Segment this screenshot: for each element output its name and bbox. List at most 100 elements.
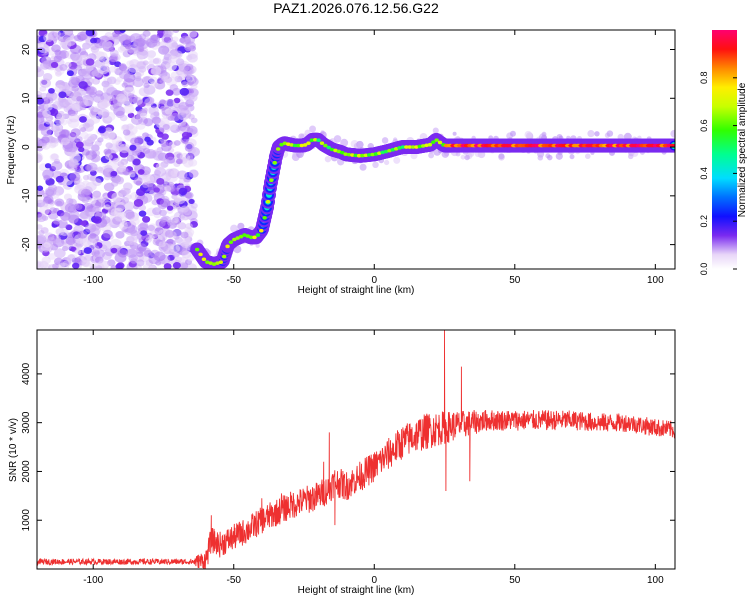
noise-speck bbox=[41, 56, 52, 65]
noise-speck bbox=[91, 70, 100, 77]
signal-core bbox=[319, 141, 325, 145]
noise-speck bbox=[115, 231, 125, 239]
signal-halo bbox=[393, 137, 398, 142]
noise-speck bbox=[161, 133, 169, 140]
noise-speck bbox=[148, 76, 158, 85]
noise-speck bbox=[74, 249, 82, 255]
noise-speck bbox=[125, 235, 138, 245]
snr-axes: -100 -50 0 50 100 1000 2000 3000 4000 bbox=[21, 330, 675, 586]
signal-core bbox=[669, 143, 675, 148]
noise-speck bbox=[152, 207, 162, 216]
signal-core bbox=[198, 252, 203, 257]
signal-halo bbox=[205, 271, 213, 279]
noise-speck bbox=[126, 155, 135, 162]
noise-speck bbox=[182, 138, 189, 144]
noise-speck bbox=[92, 193, 101, 200]
noise-speck bbox=[71, 103, 81, 112]
noise-speck bbox=[187, 53, 198, 63]
noise-speck bbox=[76, 31, 88, 41]
signal-core bbox=[245, 234, 250, 238]
noise-speck bbox=[100, 131, 110, 139]
y-tick-label: 4000 bbox=[21, 362, 32, 385]
signal-core bbox=[269, 178, 274, 183]
signal-core bbox=[279, 142, 284, 147]
x-tick-label: -100 bbox=[83, 275, 103, 286]
signal-core bbox=[431, 140, 436, 144]
noise-speck bbox=[117, 111, 124, 117]
noise-speck bbox=[40, 127, 52, 137]
noise-speck bbox=[52, 263, 59, 269]
signal-core bbox=[363, 153, 369, 158]
noise-speck bbox=[86, 162, 98, 172]
signal-core bbox=[404, 145, 409, 149]
noise-speck bbox=[180, 205, 189, 213]
signal-core bbox=[377, 151, 382, 155]
noise-speck bbox=[105, 153, 113, 160]
signal-core bbox=[417, 144, 422, 149]
noise-speck bbox=[153, 187, 160, 193]
signal-core bbox=[410, 145, 416, 149]
signal-core bbox=[393, 146, 399, 151]
noise-speck bbox=[115, 263, 124, 269]
signal-halo bbox=[524, 130, 533, 139]
noise-speck bbox=[55, 175, 64, 183]
noise-speck bbox=[60, 211, 71, 221]
noise-speck bbox=[135, 188, 146, 196]
noise-speck bbox=[57, 98, 70, 109]
noise-speck bbox=[51, 161, 63, 171]
x-tick-label: 100 bbox=[647, 575, 664, 586]
signal-core bbox=[343, 152, 348, 156]
noise-speck bbox=[99, 239, 112, 250]
signal-core bbox=[350, 153, 355, 157]
noise-speck bbox=[55, 71, 62, 77]
noise-speck bbox=[91, 78, 99, 85]
noise-speck bbox=[104, 164, 113, 172]
signal-halo bbox=[340, 138, 349, 147]
noise-speck bbox=[132, 77, 144, 88]
signal-core bbox=[323, 143, 328, 148]
noise-speck bbox=[85, 208, 96, 217]
y-tick-label: 1000 bbox=[21, 509, 32, 532]
noise-speck bbox=[185, 191, 194, 199]
noise-speck bbox=[119, 30, 126, 33]
noise-speck bbox=[82, 122, 90, 129]
noise-speck bbox=[153, 251, 166, 262]
signal-core bbox=[340, 150, 345, 155]
signal-core bbox=[329, 147, 335, 152]
signal-core bbox=[242, 233, 247, 237]
noise-speck bbox=[40, 242, 52, 252]
noise-speck bbox=[161, 216, 168, 223]
noise-speck bbox=[110, 170, 118, 177]
noise-speck bbox=[109, 49, 119, 57]
noise-speck bbox=[75, 65, 83, 71]
noise-speck bbox=[71, 85, 79, 92]
noise-speck bbox=[97, 64, 109, 75]
signal-core bbox=[326, 145, 331, 150]
noise-speck bbox=[188, 30, 198, 38]
noise-speck bbox=[86, 86, 95, 94]
signal-core bbox=[356, 153, 362, 158]
noise-speck bbox=[166, 205, 174, 211]
signal-core bbox=[420, 144, 426, 148]
noise-speck bbox=[164, 108, 173, 115]
noise-speck bbox=[75, 141, 84, 149]
noise-speck bbox=[37, 234, 47, 245]
noise-speck bbox=[37, 152, 44, 163]
noise-speck bbox=[151, 116, 161, 125]
noise-speck bbox=[179, 37, 186, 44]
noise-speck bbox=[68, 113, 80, 123]
snr-frame bbox=[36, 329, 676, 570]
noise-speck bbox=[93, 249, 106, 259]
noise-speck bbox=[142, 215, 151, 223]
noise-speck bbox=[111, 192, 124, 202]
colorbar-tick-label: 0.6 bbox=[699, 119, 709, 132]
y-tick-label: 2000 bbox=[21, 460, 32, 483]
x-tick-label: 0 bbox=[371, 275, 377, 286]
signal-core bbox=[360, 153, 365, 158]
signal-core bbox=[333, 148, 338, 153]
noise-speck bbox=[159, 198, 171, 208]
signal-core bbox=[225, 244, 230, 249]
noise-speck bbox=[81, 253, 92, 263]
noise-speck bbox=[147, 55, 154, 61]
